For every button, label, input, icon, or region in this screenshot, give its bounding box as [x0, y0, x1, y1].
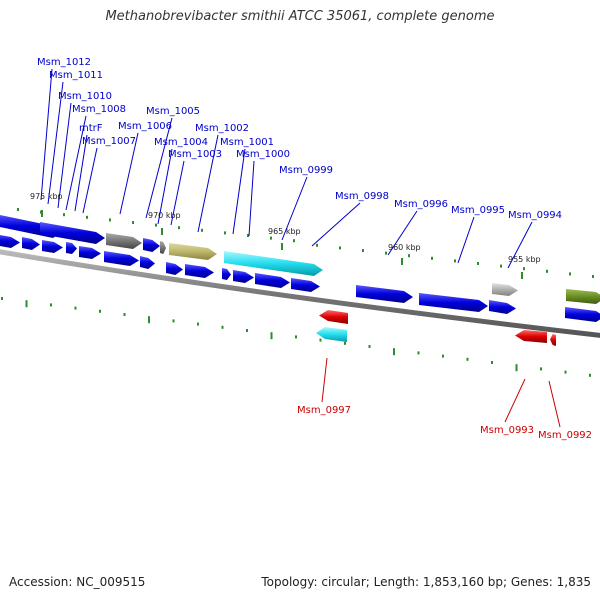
gene-label-forward: Msm_1007	[82, 136, 136, 147]
gene-pseudo-light	[492, 283, 518, 296]
label-leader-line	[197, 134, 219, 233]
map-title: Methanobrevibacter smithii ATCC 35061, c…	[105, 9, 495, 24]
gene-green	[566, 289, 600, 304]
accession-label: Accession: NC_009515	[9, 575, 146, 589]
scale-tick-label: 965 kbp	[268, 227, 301, 236]
gene-label-forward: Msm_1004	[154, 137, 208, 148]
gene-reverse	[319, 310, 348, 324]
gene-label-forward: Msm_1001	[220, 137, 274, 148]
label-leader-line	[119, 132, 139, 215]
gene-label-forward: Msm_0996	[394, 199, 448, 210]
label-leader-line	[40, 68, 53, 201]
gene-forward	[140, 256, 155, 269]
gene-pseudo	[160, 241, 166, 254]
scale-tick-label: 955 kbp	[508, 255, 541, 264]
label-leader-line	[248, 160, 255, 237]
gene-forward	[222, 268, 231, 280]
gene-label-forward: Msm_1012	[37, 57, 91, 68]
gene-label-forward: Msm_0994	[508, 210, 562, 221]
gene-forward	[166, 262, 183, 275]
gene-forward	[66, 242, 77, 254]
label-leader-line	[504, 378, 526, 423]
scale-tick-label: 970 kbp	[148, 211, 181, 220]
gene-rna	[224, 251, 323, 276]
gene-label-forward: Msm_1003	[168, 149, 222, 160]
label-leader-line	[65, 115, 87, 211]
label-leader-line	[311, 202, 361, 247]
gene-label-forward: Msm_1006	[118, 121, 172, 132]
gene-reverse	[550, 334, 556, 346]
gene-forward	[42, 240, 63, 253]
gene-forward	[79, 246, 101, 259]
gene-reverse	[515, 330, 547, 343]
gene-forward	[565, 307, 600, 322]
gene-label-forward: Msm_1011	[49, 70, 103, 81]
gene-forward	[255, 273, 290, 288]
label-leader-line	[457, 216, 475, 264]
label-leader-line	[548, 380, 561, 428]
gene-forward	[291, 278, 320, 292]
gene-label-reverse: Msm_0992	[538, 430, 592, 441]
gene-label-forward: Msm_1008	[72, 104, 126, 115]
scale-tick-label: 960 kbp	[388, 243, 421, 252]
label-leader-line	[74, 134, 88, 212]
gene-reverse-rna	[316, 327, 347, 342]
gene-label-reverse: Msm_0997	[297, 405, 351, 416]
gene-forward	[40, 222, 105, 244]
label-leader-line	[281, 176, 308, 241]
label-leader-line	[507, 221, 533, 269]
label-leader-line	[387, 210, 418, 256]
gene-forward	[356, 285, 413, 303]
scale-tick-label: 975 kbp	[30, 192, 63, 201]
gene-forward	[22, 237, 40, 250]
label-leader-line	[47, 81, 64, 205]
gene-olive	[169, 243, 217, 260]
gene-forward	[185, 264, 214, 278]
gene-forward	[489, 300, 516, 314]
gene-label-forward: Msm_1010	[58, 91, 112, 102]
label-leader-line	[232, 148, 246, 235]
gene-label-forward: Msm_0999	[279, 165, 333, 176]
gene-forward	[0, 234, 20, 248]
gene-pseudo	[106, 233, 142, 249]
gene-label-forward: Msm_0995	[451, 205, 505, 216]
genome-backbone	[0, 249, 600, 338]
label-leader-line	[145, 117, 173, 219]
label-leader-line	[321, 357, 328, 403]
gene-forward	[233, 270, 254, 283]
label-leader-line	[82, 147, 98, 214]
gene-label-forward: mtrF	[79, 123, 103, 134]
gene-label-forward: Msm_1002	[195, 123, 249, 134]
label-leader-line	[170, 160, 185, 226]
gene-label-forward: Msm_1005	[146, 106, 200, 117]
gene-label-reverse: Msm_0993	[480, 425, 534, 436]
gene-forward	[104, 251, 139, 266]
topology-label: Topology: circular; Length: 1,853,160 bp…	[261, 575, 591, 589]
label-leader-line	[57, 102, 72, 209]
gene-forward	[419, 293, 488, 312]
gene-forward	[143, 238, 160, 252]
gene-label-forward: Msm_1000	[236, 149, 290, 160]
label-leader-line	[157, 148, 173, 225]
gene-label-forward: Msm_0998	[335, 191, 389, 202]
